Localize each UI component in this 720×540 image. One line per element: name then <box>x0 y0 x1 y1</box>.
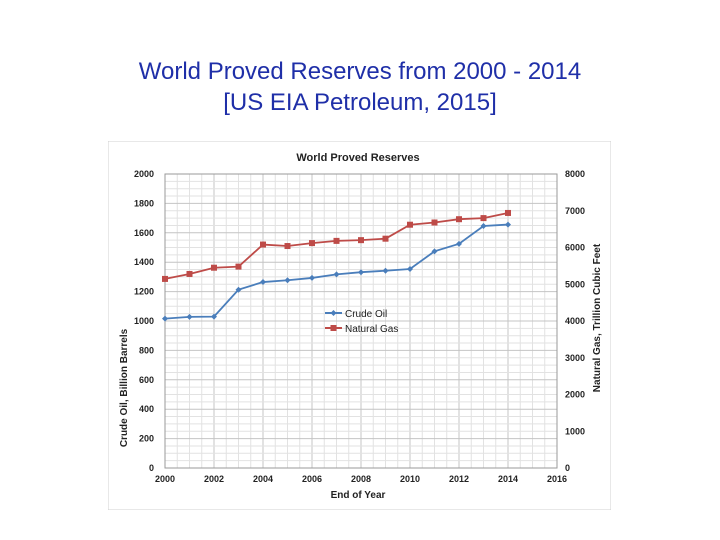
data-point-natural-gas <box>456 216 462 223</box>
y-left-tick-label: 400 <box>139 404 154 414</box>
slide-title-line-2: [US EIA Petroleum, 2015] <box>223 89 497 116</box>
data-point-natural-gas <box>186 270 193 277</box>
x-tick-label: 2012 <box>449 474 469 484</box>
data-point-crude-oil <box>309 274 315 281</box>
legend-marker-crude-oil <box>330 310 337 316</box>
data-point-crude-oil <box>358 269 364 276</box>
x-tick-label: 2010 <box>400 474 420 484</box>
x-tick-label: 2000 <box>155 474 175 484</box>
y-left-tick-label: 1000 <box>134 316 154 326</box>
y-left-tick-label: 1800 <box>134 198 154 208</box>
data-point-crude-oil <box>456 240 462 247</box>
slide-title: World Proved Reserves from 2000 - 2014 [… <box>0 56 720 118</box>
data-point-natural-gas <box>235 263 242 270</box>
y-left-tick-label: 1400 <box>134 257 154 267</box>
data-point-natural-gas <box>309 240 315 247</box>
y-right-tick-label: 7000 <box>565 206 585 216</box>
x-tick-label: 2016 <box>547 474 567 484</box>
legend-label-natural-gas: Natural Gas <box>345 324 398 335</box>
y-left-tick-label: 2000 <box>134 169 154 179</box>
y-axis-left-label: Crude Oil, Billion Barrels <box>119 328 130 447</box>
x-tick-label: 2008 <box>351 474 371 484</box>
x-tick-label: 2006 <box>302 474 322 484</box>
data-point-natural-gas <box>382 235 389 242</box>
slide-title-line-1: World Proved Reserves from 2000 - 2014 <box>138 58 582 85</box>
data-point-natural-gas <box>162 275 168 282</box>
x-tick-label: 2014 <box>498 474 518 484</box>
data-point-crude-oil <box>480 223 487 230</box>
chart-border <box>107 140 612 511</box>
chart-legend: Crude Oil Natural Gas <box>325 309 398 335</box>
legend-label-crude-oil: Crude Oil <box>345 309 387 320</box>
reserves-chart: World Proved Reserves 2000 2002 2004 2006 20… <box>107 140 612 511</box>
data-point-crude-oil <box>407 265 413 272</box>
chart-grid <box>164 173 558 469</box>
y-left-tick-label: 0 <box>149 463 154 473</box>
y-left-tick-label: 200 <box>139 434 154 444</box>
data-point-crude-oil <box>235 286 242 293</box>
chart-frame: World Proved Reserves 2000 2002 2004 2006 20… <box>107 140 612 511</box>
data-point-natural-gas <box>480 215 487 222</box>
y-right-tick-label: 8000 <box>565 169 585 179</box>
y-right-tick-label: 5000 <box>565 279 585 289</box>
y-right-tick-label: 1000 <box>565 426 585 436</box>
y-left-tick-label: 1200 <box>134 287 154 297</box>
data-point-natural-gas <box>284 243 291 250</box>
data-point-crude-oil <box>382 267 389 274</box>
data-point-crude-oil <box>284 277 291 284</box>
x-axis-label: End of Year <box>331 490 386 501</box>
data-point-natural-gas <box>505 209 511 216</box>
data-point-natural-gas <box>260 241 266 248</box>
data-point-crude-oil <box>431 248 438 255</box>
x-tick-label: 2002 <box>204 474 224 484</box>
chart-title: World Proved Reserves <box>296 152 419 164</box>
data-point-crude-oil <box>211 313 217 320</box>
data-point-natural-gas <box>407 221 413 228</box>
y-right-tick-label: 0 <box>565 463 570 473</box>
y-right-tick-label: 2000 <box>565 390 585 400</box>
data-point-crude-oil <box>505 221 511 228</box>
data-point-crude-oil <box>260 279 266 286</box>
data-point-natural-gas <box>211 264 217 271</box>
data-point-crude-oil <box>186 313 193 320</box>
y-right-tick-label: 6000 <box>565 243 585 253</box>
data-point-natural-gas <box>431 219 438 226</box>
y-left-tick-label: 1600 <box>134 228 154 238</box>
y-right-tick-label: 3000 <box>565 353 585 363</box>
y-axis-right-label: Natural Gas, Trillion Cubic Feet <box>592 243 603 392</box>
data-point-crude-oil <box>333 271 340 278</box>
x-tick-label: 2004 <box>253 474 273 484</box>
data-point-natural-gas <box>333 237 340 244</box>
y-left-tick-label: 600 <box>139 375 154 385</box>
data-point-crude-oil <box>162 315 168 322</box>
data-point-natural-gas <box>358 237 364 244</box>
chart-ticks: 2000 2002 2004 2006 2008 2010 2012 2014 20160200… <box>134 169 585 484</box>
y-left-tick-label: 800 <box>139 345 154 355</box>
chart-series <box>162 209 511 322</box>
legend-marker-natural-gas <box>330 325 337 331</box>
y-right-tick-label: 4000 <box>565 316 585 326</box>
